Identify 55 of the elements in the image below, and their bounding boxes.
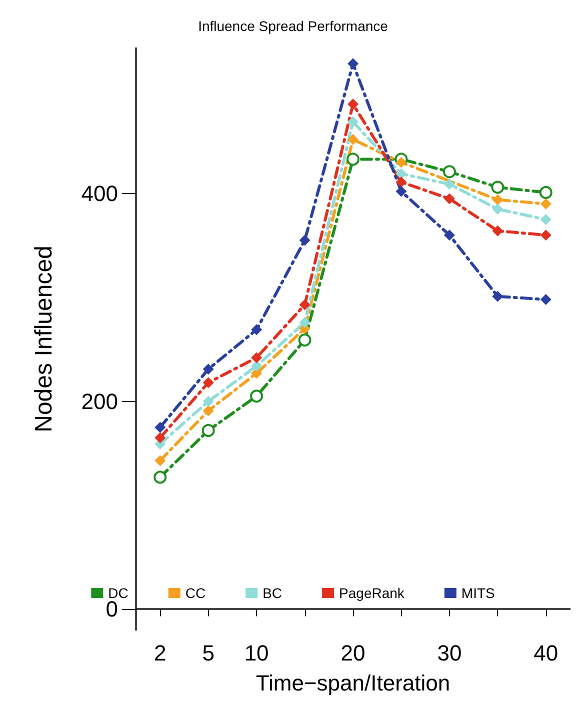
point bbox=[492, 225, 504, 236]
point bbox=[299, 316, 310, 328]
x-tick-label: 5 bbox=[202, 640, 214, 666]
point bbox=[202, 377, 214, 388]
x-tick-label: 30 bbox=[437, 640, 462, 666]
point bbox=[154, 432, 166, 444]
x-tick-label: 10 bbox=[244, 640, 269, 666]
point bbox=[154, 455, 166, 466]
x-tick-label: 40 bbox=[534, 640, 558, 666]
legend-label: MITS bbox=[461, 585, 495, 601]
point bbox=[251, 360, 262, 372]
point bbox=[540, 230, 552, 241]
point bbox=[202, 364, 214, 375]
x-tick-label: 2 bbox=[154, 640, 166, 666]
point bbox=[348, 134, 358, 145]
point bbox=[348, 98, 358, 110]
point bbox=[250, 390, 264, 403]
point bbox=[346, 152, 360, 166]
x-axis-title: Time−span/Iteration bbox=[256, 670, 450, 696]
point bbox=[251, 324, 262, 336]
point bbox=[154, 422, 166, 433]
point bbox=[251, 352, 262, 364]
legend-label: CC bbox=[185, 585, 206, 601]
point bbox=[299, 234, 310, 246]
point bbox=[202, 405, 214, 416]
point bbox=[348, 116, 358, 128]
point bbox=[299, 299, 310, 310]
point bbox=[442, 165, 456, 178]
y-axis-title: Nodes Influenced bbox=[30, 246, 58, 432]
y-tick-label: 200 bbox=[81, 388, 118, 414]
y-tick-label: 400 bbox=[81, 181, 118, 206]
point bbox=[492, 204, 504, 215]
point bbox=[396, 168, 407, 180]
point bbox=[202, 424, 215, 437]
chart-title: Influence Spread Performance bbox=[198, 18, 388, 34]
point bbox=[444, 230, 455, 241]
legend-label: BC bbox=[262, 585, 282, 601]
point bbox=[540, 294, 552, 306]
point bbox=[202, 396, 214, 407]
point bbox=[491, 180, 504, 194]
point bbox=[540, 214, 552, 225]
legend-label: PageRank bbox=[339, 585, 406, 601]
point bbox=[396, 186, 407, 197]
point bbox=[444, 178, 455, 190]
point bbox=[540, 198, 552, 210]
point bbox=[396, 156, 407, 168]
point bbox=[539, 186, 552, 199]
x-tick-label: 20 bbox=[340, 640, 366, 666]
point bbox=[348, 58, 358, 70]
point bbox=[396, 176, 407, 188]
point bbox=[492, 290, 504, 302]
point bbox=[444, 193, 455, 204]
point bbox=[492, 194, 504, 206]
point bbox=[154, 470, 167, 484]
point bbox=[298, 334, 312, 347]
